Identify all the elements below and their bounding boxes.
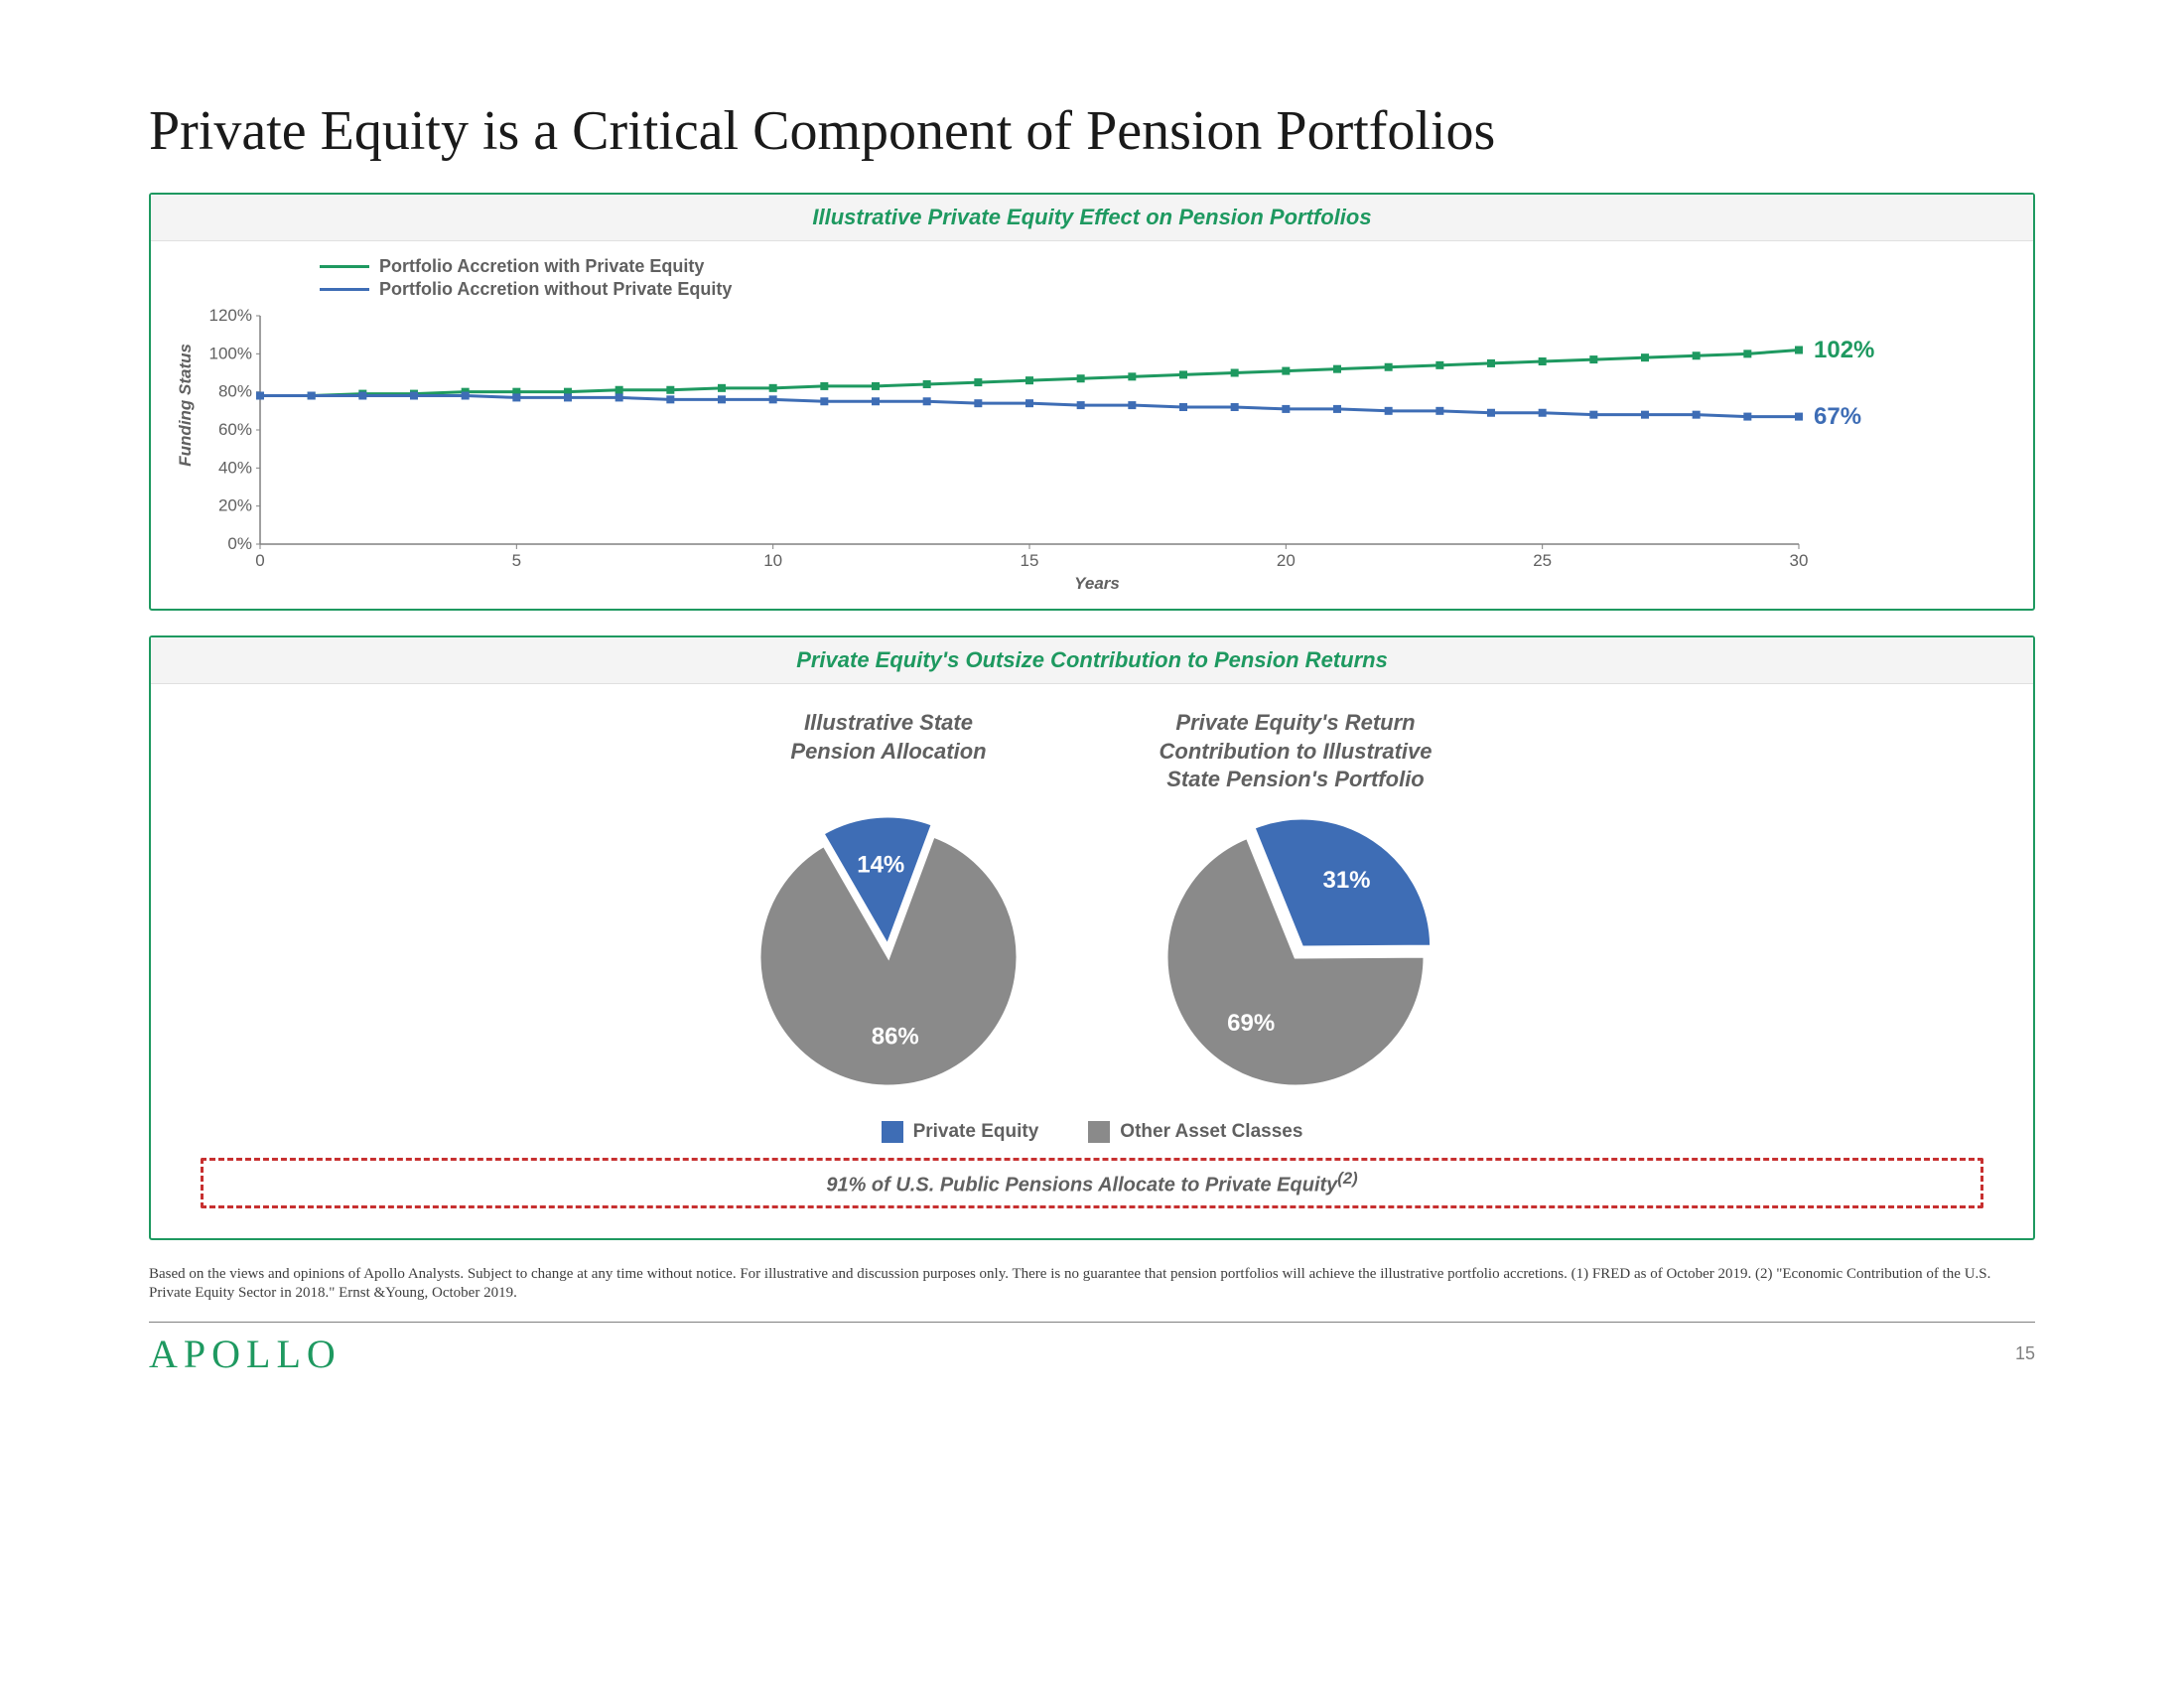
- pie-chart-1: 31% 69%: [1137, 798, 1454, 1106]
- pie-title-0: Illustrative StatePension Allocation: [790, 709, 986, 798]
- svg-text:86%: 86%: [872, 1023, 919, 1050]
- footer: APOLLO 15: [149, 1322, 2035, 1377]
- line-chart-svg: 0% 20% 40% 60% 80% 100% 120% 0 5 10 15 20 25 30: [201, 306, 1888, 574]
- svg-text:0: 0: [255, 551, 264, 570]
- pie-legend-swatch-gray: [1088, 1121, 1110, 1143]
- footnote-text: Based on the views and opinions of Apoll…: [149, 1265, 2035, 1304]
- pie-legend-item-1: Other Asset Classes: [1088, 1121, 1302, 1143]
- line-chart-legend-2: Portfolio Accretion without Private Equi…: [201, 279, 1993, 300]
- svg-text:20%: 20%: [218, 496, 252, 515]
- svg-text:25: 25: [1533, 551, 1552, 570]
- page-number: 15: [2015, 1343, 2035, 1364]
- svg-text:30: 30: [1790, 551, 1809, 570]
- svg-text:80%: 80%: [218, 382, 252, 401]
- pie-panel: Private Equity's Outsize Contribution to…: [149, 635, 2035, 1240]
- apollo-logo: APOLLO: [149, 1331, 341, 1377]
- legend-swatch-green: [320, 265, 369, 268]
- svg-text:14%: 14%: [857, 852, 904, 879]
- pie-chart-0: 14% 86%: [730, 798, 1047, 1106]
- page-title: Private Equity is a Critical Component o…: [149, 99, 2035, 163]
- pie-panel-title: Private Equity's Outsize Contribution to…: [151, 637, 2033, 684]
- pie-title-1: Private Equity's ReturnContribution to I…: [1160, 709, 1433, 798]
- svg-text:0%: 0%: [227, 534, 252, 553]
- end-label-blue: 67%: [1814, 403, 1861, 431]
- callout-sup: (2): [1337, 1169, 1357, 1188]
- svg-text:15: 15: [1021, 551, 1039, 570]
- pie-legend-swatch-blue: [882, 1121, 903, 1143]
- legend-item-1: Portfolio Accretion without Private Equi…: [320, 279, 732, 300]
- legend-item-0: Portfolio Accretion with Private Equity: [320, 256, 704, 277]
- pie-legend: Private Equity Other Asset Classes: [191, 1121, 1993, 1143]
- svg-text:10: 10: [763, 551, 782, 570]
- svg-text:69%: 69%: [1227, 1010, 1275, 1037]
- y-axis-label: Funding Status: [171, 344, 201, 467]
- callout-box: 91% of U.S. Public Pensions Allocate to …: [201, 1158, 1983, 1208]
- legend-label-1: Portfolio Accretion without Private Equi…: [379, 279, 732, 300]
- svg-text:100%: 100%: [209, 344, 252, 362]
- svg-text:120%: 120%: [209, 306, 252, 325]
- callout-text: 91% of U.S. Public Pensions Allocate to …: [826, 1175, 1337, 1196]
- legend-swatch-blue: [320, 288, 369, 291]
- pie-col-1: Private Equity's ReturnContribution to I…: [1137, 709, 1454, 1106]
- pie-legend-label-1: Other Asset Classes: [1120, 1121, 1302, 1143]
- line-chart-legend: Portfolio Accretion with Private Equity: [201, 256, 1993, 277]
- svg-text:40%: 40%: [218, 458, 252, 477]
- pie-legend-item-0: Private Equity: [882, 1121, 1039, 1143]
- svg-text:20: 20: [1277, 551, 1296, 570]
- pie-legend-label-0: Private Equity: [913, 1121, 1039, 1143]
- line-chart-panel-title: Illustrative Private Equity Effect on Pe…: [151, 195, 2033, 241]
- svg-text:31%: 31%: [1322, 867, 1370, 894]
- legend-label-0: Portfolio Accretion with Private Equity: [379, 256, 704, 277]
- pie-col-0: Illustrative StatePension Allocation 14%…: [730, 709, 1047, 1106]
- svg-text:60%: 60%: [218, 420, 252, 439]
- line-chart-panel: Illustrative Private Equity Effect on Pe…: [149, 193, 2035, 611]
- svg-text:5: 5: [512, 551, 521, 570]
- end-label-green: 102%: [1814, 337, 1874, 364]
